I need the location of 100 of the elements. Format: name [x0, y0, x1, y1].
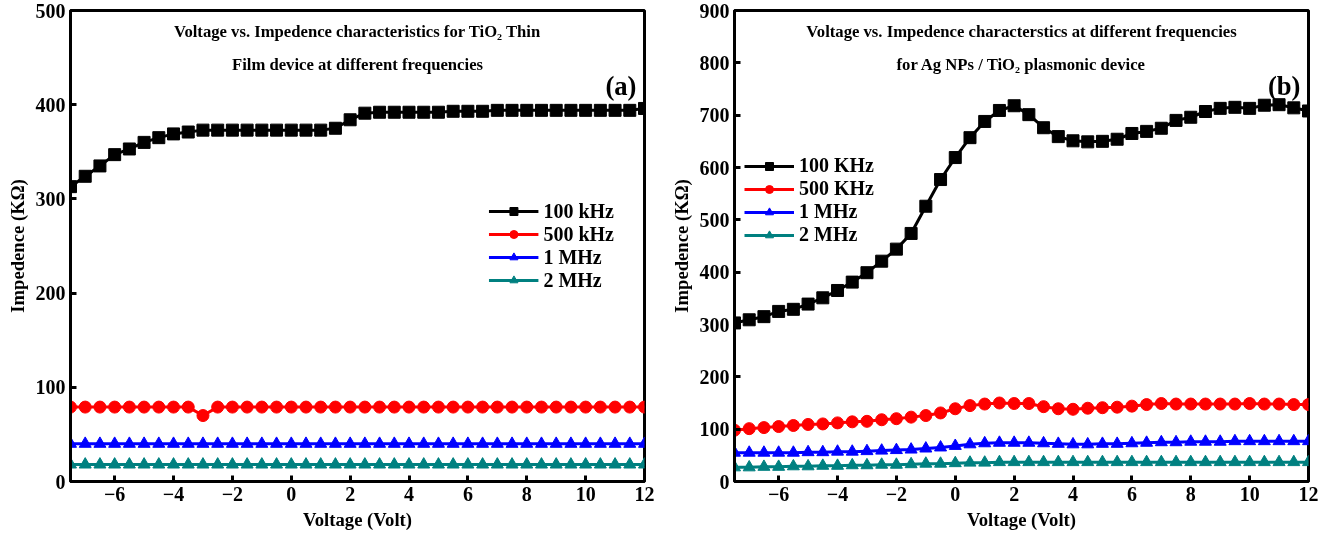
point — [1257, 454, 1271, 467]
annotation: (b) — [1267, 70, 1301, 101]
point — [1110, 436, 1124, 448]
point — [1154, 454, 1168, 467]
point — [1228, 433, 1242, 446]
point — [1243, 397, 1257, 411]
legend-label: 2 MHz — [799, 223, 858, 246]
point — [593, 436, 607, 448]
point — [490, 400, 504, 414]
point — [919, 199, 933, 213]
y-tick-label: 700 — [699, 104, 730, 127]
point — [240, 123, 254, 137]
point — [564, 436, 578, 448]
point — [549, 400, 563, 414]
point — [801, 297, 815, 311]
point — [358, 436, 372, 448]
point — [1213, 434, 1227, 446]
point — [476, 436, 490, 448]
point — [1198, 105, 1212, 118]
point — [564, 400, 578, 414]
point — [299, 436, 313, 448]
point — [284, 123, 298, 137]
y-tick-label: 500 — [35, 0, 66, 22]
x-tick-label: 10 — [575, 482, 596, 505]
point — [1110, 400, 1124, 414]
point — [1140, 124, 1154, 138]
point — [786, 458, 800, 471]
point — [1125, 126, 1139, 140]
y-tick-label: 500 — [699, 208, 730, 231]
y-axis-title: Impedence (KΩ) — [6, 179, 29, 313]
point — [122, 400, 136, 414]
x-axis-title: Voltage (Volt) — [967, 508, 1076, 531]
point — [757, 459, 771, 471]
point — [520, 436, 534, 448]
point — [889, 412, 903, 426]
point — [1243, 433, 1257, 446]
point — [373, 457, 387, 469]
point — [1257, 98, 1271, 112]
point — [845, 275, 859, 289]
point — [211, 457, 225, 469]
point — [948, 455, 962, 468]
x-tick-label: −2 — [221, 482, 244, 505]
point — [446, 436, 460, 448]
annotation: (a) — [605, 70, 637, 101]
point — [1066, 402, 1080, 416]
point — [167, 127, 181, 141]
point — [314, 123, 328, 137]
point — [1022, 108, 1036, 122]
point — [801, 458, 815, 471]
point — [845, 415, 859, 429]
point — [772, 445, 786, 457]
point — [1184, 397, 1198, 411]
point — [240, 400, 254, 414]
x-tick-label: 8 — [1185, 482, 1196, 505]
point — [240, 436, 254, 448]
point — [1140, 454, 1154, 467]
point — [446, 104, 460, 118]
point — [831, 416, 845, 430]
point — [757, 421, 771, 435]
point — [549, 457, 563, 469]
point — [387, 400, 401, 414]
point — [343, 400, 357, 414]
point — [270, 400, 284, 414]
point — [593, 400, 607, 414]
x-tick-label: 6 — [1126, 482, 1137, 505]
point — [476, 104, 490, 118]
point — [978, 114, 992, 128]
point — [93, 159, 107, 173]
point — [845, 444, 859, 456]
x-tick-label: −6 — [103, 482, 126, 505]
point — [772, 304, 786, 318]
legend-label: 500 KHz — [799, 177, 874, 200]
y-tick-label: 300 — [699, 313, 730, 336]
point — [992, 435, 1006, 447]
point — [1169, 113, 1183, 127]
point — [431, 436, 445, 448]
point — [122, 457, 136, 469]
point — [1184, 434, 1198, 446]
point — [299, 123, 313, 137]
point — [373, 105, 387, 119]
point — [284, 436, 298, 448]
point — [1140, 435, 1154, 447]
point — [108, 400, 122, 414]
point — [417, 105, 431, 119]
legend-label: 100 KHz — [799, 154, 874, 177]
point — [255, 457, 269, 469]
y-tick-label: 200 — [699, 365, 730, 388]
point — [1095, 454, 1109, 467]
point — [1051, 402, 1065, 416]
point — [579, 436, 593, 448]
point — [343, 457, 357, 469]
point — [402, 436, 416, 448]
point — [608, 103, 622, 117]
y-tick-label: 600 — [699, 156, 730, 179]
point — [270, 457, 284, 469]
point — [948, 151, 962, 165]
point — [1022, 397, 1036, 411]
point — [1037, 435, 1051, 448]
point — [623, 103, 637, 117]
point — [742, 459, 756, 472]
